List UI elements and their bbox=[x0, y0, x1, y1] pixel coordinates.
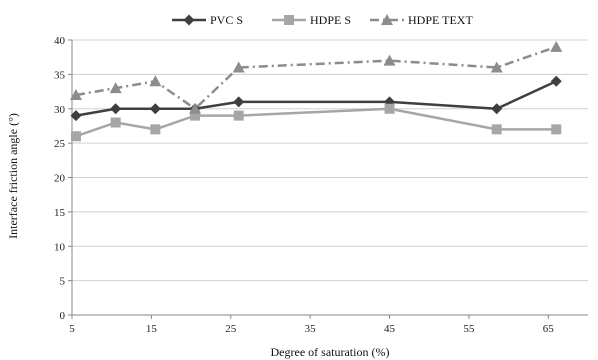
series-line-hdpe-s bbox=[75, 107, 557, 138]
legend-marker-hdpe-text bbox=[381, 14, 393, 25]
gridlines bbox=[72, 39, 588, 282]
series-lines bbox=[69, 40, 563, 142]
x-axis-title: Degree of saturation (%) bbox=[271, 345, 390, 359]
data-point-pvc-s-6 bbox=[491, 103, 503, 115]
y-axis-title: Interface friction angle (°) bbox=[6, 113, 20, 239]
data-point-hdpe-text-7 bbox=[550, 40, 563, 52]
x-tick-label-35: 35 bbox=[305, 323, 317, 335]
data-point-hdpe-s-2 bbox=[150, 124, 161, 135]
legend-item-hdpe-s: HDPE S bbox=[272, 13, 351, 27]
y-tick-label-40: 40 bbox=[54, 35, 66, 47]
legend-marker-hdpe-s bbox=[284, 15, 294, 25]
data-point-hdpe-s-3 bbox=[190, 110, 201, 121]
y-tick-label-0: 0 bbox=[60, 310, 66, 322]
data-point-pvc-s-7 bbox=[550, 75, 562, 87]
y-tick-label-30: 30 bbox=[54, 104, 66, 116]
series-line-hdpe-text bbox=[75, 45, 557, 110]
data-point-pvc-s-1 bbox=[110, 103, 122, 115]
y-tick-label-5: 5 bbox=[60, 276, 66, 288]
data-point-pvc-s-4 bbox=[233, 96, 245, 108]
y-tick-label-20: 20 bbox=[54, 173, 66, 185]
y-tick-label-15: 15 bbox=[54, 207, 66, 219]
legend-marker-pvc-s bbox=[183, 14, 195, 26]
x-axis-ticks: 5 15 25 35 45 55 65 bbox=[69, 315, 554, 335]
data-point-hdpe-text-3 bbox=[189, 102, 202, 114]
x-tick-label-15: 15 bbox=[146, 323, 158, 335]
y-tick-label-25: 25 bbox=[54, 138, 66, 150]
legend-label-hdpe-text: HDPE TEXT bbox=[408, 13, 473, 27]
legend-label-pvc-s: PVC S bbox=[210, 13, 243, 27]
data-point-hdpe-s-6 bbox=[491, 124, 502, 135]
legend: PVC S HDPE S HDPE TEXT bbox=[172, 13, 473, 27]
x-tick-label-45: 45 bbox=[384, 323, 396, 335]
data-point-hdpe-text-5 bbox=[383, 54, 396, 66]
data-point-hdpe-text-0 bbox=[69, 89, 82, 100]
legend-label-hdpe-s: HDPE S bbox=[310, 13, 351, 27]
data-point-hdpe-text-4 bbox=[232, 61, 245, 73]
data-point-hdpe-text-2 bbox=[149, 75, 162, 87]
legend-item-pvc-s: PVC S bbox=[172, 13, 243, 27]
legend-item-hdpe-text: HDPE TEXT bbox=[370, 13, 473, 27]
data-point-hdpe-s-0 bbox=[70, 131, 81, 142]
data-point-hdpe-s-7 bbox=[551, 124, 562, 135]
data-point-pvc-s-2 bbox=[149, 103, 161, 115]
series-line-pvc-s bbox=[75, 80, 557, 117]
x-tick-label-65: 65 bbox=[543, 323, 555, 335]
data-point-pvc-s-0 bbox=[70, 110, 82, 122]
y-axis-ticks: 0 5 10 15 20 25 30 35 40 bbox=[54, 35, 72, 322]
data-point-hdpe-s-4 bbox=[233, 110, 244, 121]
data-point-hdpe-s-1 bbox=[110, 117, 121, 128]
y-tick-label-35: 35 bbox=[54, 69, 66, 81]
x-tick-label-55: 55 bbox=[463, 323, 475, 335]
data-point-hdpe-s-5 bbox=[384, 103, 395, 114]
data-point-hdpe-text-6 bbox=[490, 61, 503, 73]
data-point-hdpe-text-1 bbox=[109, 82, 122, 94]
x-tick-label-25: 25 bbox=[225, 323, 237, 335]
x-tick-label-5: 5 bbox=[69, 323, 75, 335]
y-tick-label-10: 10 bbox=[54, 241, 66, 253]
